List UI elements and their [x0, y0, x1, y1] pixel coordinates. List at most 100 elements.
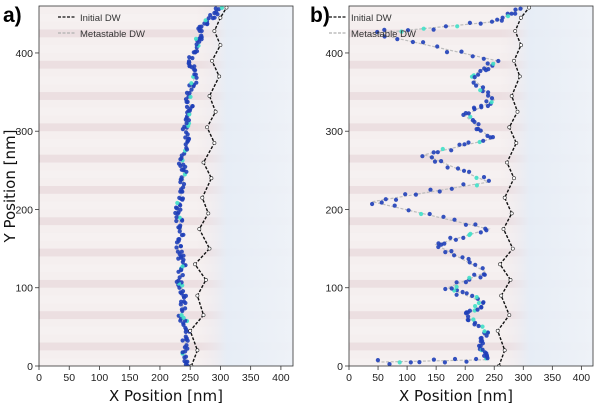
panel-a-initial-point	[209, 176, 214, 181]
panel-a-initial-point	[195, 293, 200, 298]
panel-b-data-point	[474, 356, 479, 362]
panel-a-data-point	[194, 80, 199, 85]
panel-b-initial-point	[509, 94, 514, 98]
panel-a-y-tick-label: 100	[15, 283, 33, 295]
panel-a-data-point	[192, 72, 197, 77]
panel-b-initial-point	[510, 246, 515, 251]
panel-a-initial-point	[207, 246, 212, 251]
panel-a-data-point	[219, 6, 224, 10]
panel-b-data-point	[461, 235, 466, 240]
panel-a-y-tick-label: 300	[15, 126, 33, 138]
panel-a-data-point	[186, 59, 192, 64]
panel-b-data-point	[477, 139, 482, 145]
panel-a-data-point	[174, 205, 179, 210]
panel-b-data-point	[471, 80, 476, 85]
panel-b-data-point	[460, 289, 465, 295]
panel-b-x-tick-label: 0	[346, 372, 352, 384]
panel-b-x-tick-label: 250	[485, 372, 503, 384]
panel-b-data-point	[445, 165, 450, 170]
panel-b-data-point	[486, 90, 491, 95]
panel-b-data-point	[442, 360, 447, 365]
panel-b-data-point	[478, 21, 483, 26]
panel-b-data-point	[406, 208, 411, 213]
panel-a-x-tick-label: 200	[151, 372, 169, 384]
panel-b-data-point	[489, 96, 495, 101]
panel-a-data-point	[203, 18, 208, 23]
panel-b-data-point	[486, 67, 491, 72]
panel-b-data-point	[475, 307, 480, 312]
panel-b-data-point	[480, 324, 485, 329]
panel-a-initial-point	[210, 58, 214, 63]
panel-a-data-point	[181, 182, 187, 187]
panel-b-data-point	[476, 323, 481, 329]
panel-b-initial-point	[495, 328, 500, 333]
panel-a-data-point	[180, 308, 185, 314]
panel-a-data-point	[175, 249, 180, 254]
panel-b-data-point	[397, 360, 402, 365]
panel-b-initial-point	[501, 227, 506, 231]
panel-b-data-point	[500, 15, 505, 20]
panel-a-initial-point	[201, 313, 206, 318]
panel-b-data-point	[484, 99, 489, 104]
panel-b-data-point	[472, 272, 477, 277]
panel-b-data-point	[454, 292, 459, 297]
panel-b-x-tick-label: 50	[372, 372, 384, 384]
panel-b-y-tick-label: 400	[325, 48, 343, 60]
panel-a-data-point	[193, 36, 199, 42]
panel-b-data-point	[489, 100, 494, 105]
panel-a-data-point	[199, 24, 204, 29]
panel-b-data-point	[468, 114, 473, 119]
panel-b-data-point	[467, 20, 472, 25]
panel-b-data-point	[470, 293, 475, 298]
panel-b-data-point	[392, 203, 397, 208]
panel-a-data-point	[208, 13, 213, 18]
panel-b-data-point	[375, 29, 380, 35]
panel-b-data-point	[467, 308, 472, 313]
panel-b-data-point	[441, 214, 446, 219]
panel-b-data-point	[466, 314, 471, 319]
panel-b-data-point	[464, 359, 469, 364]
panel-a-data-point	[180, 273, 185, 278]
panel-b-initial-point	[499, 293, 504, 298]
panel-a-x-tick-label: 400	[272, 372, 290, 384]
panel-b-data-point	[431, 150, 436, 155]
panel-b-data-point	[449, 286, 454, 291]
panel-a-initial-point	[200, 195, 205, 200]
panel-a-data-point	[185, 359, 190, 364]
panel-a-initial-point	[224, 6, 229, 10]
panel-b-data-point	[484, 228, 489, 233]
panel-b-data-point	[437, 189, 442, 194]
panel-b-data-point	[478, 339, 483, 344]
panel-a-data-point	[180, 264, 185, 269]
panel-a-initial-point	[212, 141, 217, 145]
panel-a-data-point	[212, 15, 217, 20]
panel-a-data-point	[183, 97, 189, 102]
panel-b-data-point	[431, 27, 436, 32]
panel-a-data-point	[199, 33, 204, 38]
panel-a-data-point	[184, 90, 190, 95]
panel-a-initial-point	[218, 43, 223, 48]
panel-a-data-point	[184, 130, 189, 135]
panel-b-data-point	[473, 304, 478, 309]
panel-a-initial-point	[195, 348, 200, 353]
panel-b-data-point	[408, 360, 413, 365]
panel-a-x-tick-label: 350	[242, 372, 260, 384]
panel-a-data-point	[194, 75, 199, 80]
panel-a-initial-point	[188, 328, 193, 333]
panel-b-data-point	[463, 222, 468, 227]
panel-b-data-point	[496, 58, 501, 64]
panel-a-y-tick-label: 0	[27, 361, 33, 373]
panel-a-initial-point	[201, 160, 206, 165]
panel-b-data-point	[491, 61, 496, 66]
panel-a-data-point	[182, 124, 187, 129]
panel-b-legend: Initial DW Metastable DW	[329, 13, 416, 40]
panel-b-data-point	[484, 351, 489, 356]
panel-b-initial-point	[519, 15, 523, 20]
panel-b-data-point	[471, 317, 476, 322]
panel-a-x-tick-label: 50	[63, 372, 75, 384]
panel-a-markers	[173, 6, 229, 366]
panel-a-data-point	[183, 300, 188, 306]
panel-b-data-point	[509, 11, 514, 16]
panel-b-data-point	[435, 44, 440, 49]
